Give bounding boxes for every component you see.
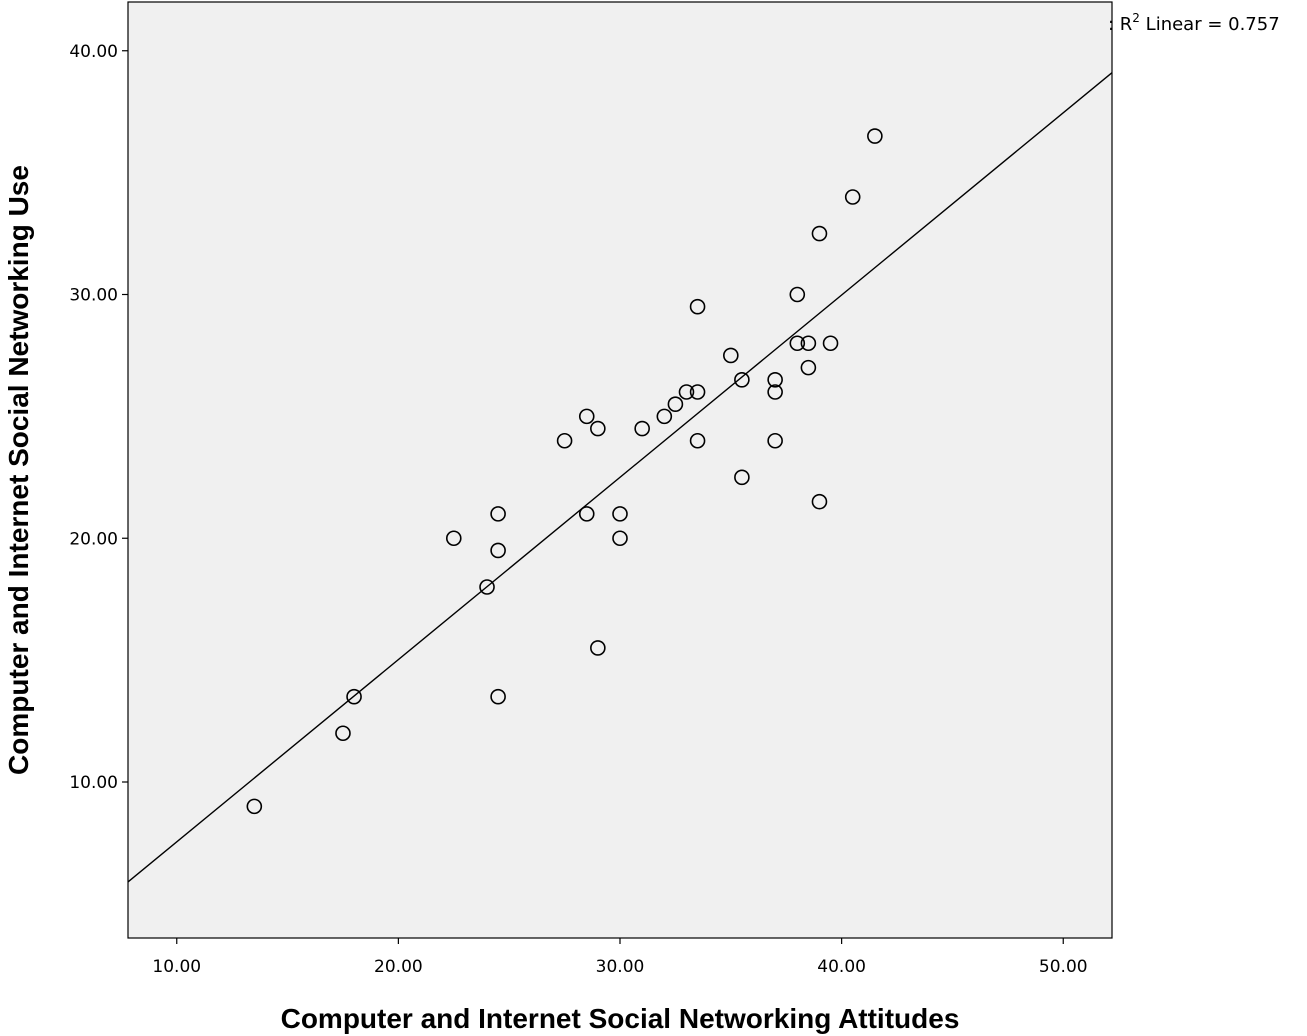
y-tick-label: 20.00 bbox=[69, 529, 118, 549]
plot-area bbox=[127, 1, 1113, 939]
data-point bbox=[578, 506, 595, 522]
data-point bbox=[578, 408, 595, 425]
data-point bbox=[490, 542, 506, 559]
x-axis: 10.00 20.00 30.00 40.00 50.00 bbox=[152, 938, 1088, 977]
data-point bbox=[678, 384, 695, 400]
x-tick-label: 10.00 bbox=[152, 957, 201, 977]
r2-annotation: : R2 Linear = 0.757 bbox=[1108, 11, 1280, 35]
r2-superscript: 2 bbox=[1132, 11, 1140, 25]
data-point bbox=[800, 359, 817, 376]
data-point bbox=[689, 432, 706, 449]
x-tick-label: 50.00 bbox=[1039, 957, 1088, 977]
r2-prefix: : R bbox=[1108, 14, 1132, 35]
data-point bbox=[811, 493, 828, 510]
data-point bbox=[335, 725, 351, 742]
x-tick-label: 20.00 bbox=[374, 957, 423, 977]
data-point bbox=[445, 530, 462, 547]
data-point bbox=[767, 384, 783, 400]
data-point bbox=[811, 225, 828, 242]
x-tick-label: 40.00 bbox=[817, 957, 866, 977]
data-point bbox=[556, 432, 573, 449]
x-axis-title: Computer and Internet Social Networking … bbox=[281, 1003, 960, 1034]
data-point bbox=[490, 506, 506, 522]
data-point bbox=[490, 688, 506, 705]
x-tick-label: 30.00 bbox=[596, 957, 645, 977]
regression-line bbox=[127, 72, 1113, 883]
data-point bbox=[800, 335, 817, 352]
data-point bbox=[689, 384, 706, 400]
y-axis-title: Computer and Internet Social Networking … bbox=[3, 165, 34, 775]
data-point bbox=[789, 286, 806, 303]
data-point bbox=[767, 432, 783, 449]
data-point bbox=[689, 298, 706, 315]
y-tick-label: 10.00 bbox=[69, 773, 118, 793]
data-point bbox=[767, 372, 783, 388]
y-tick-label: 30.00 bbox=[69, 286, 118, 306]
data-point bbox=[590, 640, 606, 656]
data-point bbox=[734, 372, 750, 388]
data-point bbox=[667, 396, 684, 412]
data-point bbox=[612, 530, 628, 547]
data-point bbox=[656, 408, 673, 425]
data-point bbox=[734, 469, 750, 486]
data-point bbox=[346, 688, 362, 705]
data-point bbox=[634, 420, 650, 437]
data-point bbox=[479, 579, 495, 595]
data-points bbox=[246, 128, 883, 815]
data-point bbox=[789, 335, 806, 352]
data-point bbox=[723, 347, 739, 364]
data-point bbox=[246, 798, 263, 815]
data-point bbox=[612, 506, 628, 522]
data-point bbox=[844, 189, 861, 205]
r2-suffix: Linear = 0.757 bbox=[1140, 14, 1280, 35]
data-point bbox=[867, 128, 883, 144]
data-point bbox=[822, 335, 839, 352]
y-tick-label: 40.00 bbox=[69, 42, 118, 62]
data-point bbox=[590, 420, 606, 437]
y-axis: 10.00 20.00 30.00 40.00 bbox=[69, 42, 128, 793]
